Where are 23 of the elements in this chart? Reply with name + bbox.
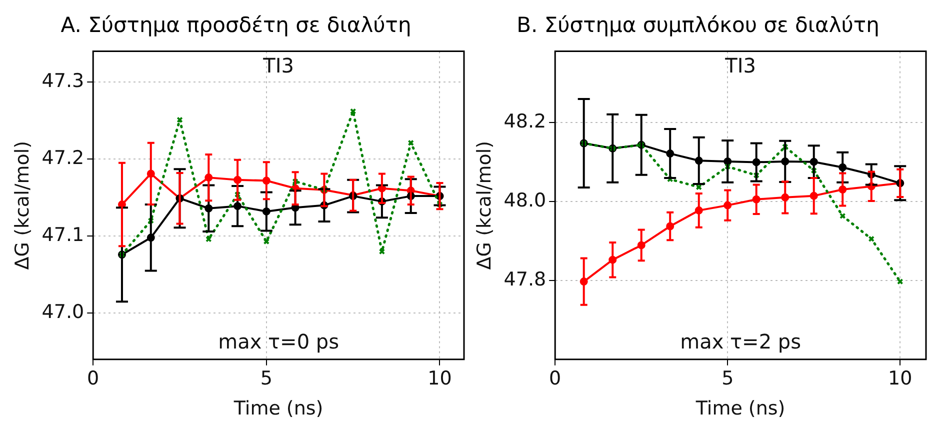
y-axis-title: ΔG (kcal/mol) bbox=[473, 140, 496, 270]
y-tick-label: 48.2 bbox=[504, 110, 546, 132]
y-tick-label: 47.3 bbox=[42, 70, 84, 92]
x-tick-label: 10 bbox=[888, 368, 912, 390]
x-tick-label: 5 bbox=[722, 368, 734, 390]
y-tick-label: 47.0 bbox=[42, 301, 84, 324]
x-tick-label: 0 bbox=[87, 368, 100, 390]
annotation: max τ=0 ps bbox=[218, 330, 340, 354]
annotation: TI3 bbox=[262, 53, 294, 78]
y-tick-label: 47.8 bbox=[504, 268, 546, 290]
annotation: max τ=2 ps bbox=[680, 330, 802, 354]
x-tick-label: 5 bbox=[260, 368, 272, 390]
x-tick-label: 10 bbox=[428, 368, 452, 390]
chart-title: A. Σύστημα προσδέτη σε διαλύτη bbox=[60, 13, 412, 38]
y-tick-label: 47.1 bbox=[42, 224, 84, 246]
annotation: TI3 bbox=[724, 53, 756, 78]
x-tick-label: 0 bbox=[549, 368, 562, 390]
y-axis-title: ΔG (kcal/mol) bbox=[11, 140, 34, 270]
chart-title: B. Σύστημα συμπλόκου σε διαλύτη bbox=[516, 13, 880, 38]
y-tick-label: 48.0 bbox=[504, 189, 546, 212]
y-tick-label: 47.2 bbox=[42, 147, 84, 170]
x-axis-title: Time (ns) bbox=[694, 398, 786, 420]
x-axis-title: Time (ns) bbox=[232, 398, 324, 420]
